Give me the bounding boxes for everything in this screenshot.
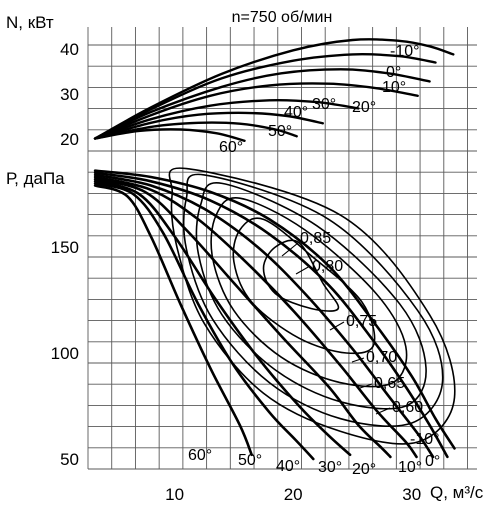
power-axis-label: N, кВт [6,13,54,32]
x-tick-label: 20 [284,485,303,504]
efficiency-label: 0,75 [346,313,377,330]
efficiency-label: 0,80 [312,258,343,275]
chart-labels: 10 20 3020304050100150-10°0°10°20°30°40°50… [51,40,441,504]
x-tick-label: 10 [165,485,184,504]
pressure-curve-label: 20° [352,461,376,478]
pressure-curve-30 [93,177,392,459]
power-tick-label: 40 [60,40,79,59]
power-curve-label: 60° [219,139,243,156]
efficiency-leader-line [281,242,299,257]
efficiency-label: 0,65 [374,375,405,392]
power-curve-label: 10° [382,79,406,96]
power-tick-label: 20 [60,130,79,149]
chart-title: n=750 об/мин [232,9,333,26]
pressure-curve-label: 60° [188,447,212,464]
pressure-curve-60 [93,184,253,457]
pressure-curve-label: 0° [425,453,440,470]
pressure-curve-40 [93,180,352,457]
power-curve-50 [93,121,298,140]
power-curve-label: 0° [386,64,401,81]
efficiency-contour-0-70 [195,182,427,410]
efficiency-leader-line [375,407,391,415]
pressure-curve-label: 30° [318,459,342,476]
efficiency-contour-0-65 [182,173,444,427]
efficiency-label: 0,60 [392,399,423,416]
efficiency-leader-line [329,321,345,331]
efficiency-leader-line [295,265,311,275]
pressure-curve-label: 50° [238,452,262,469]
power-curve-20 [93,82,419,140]
power-curve-60 [93,128,246,142]
chart-grid [87,27,477,470]
x-axis-label: Q, м³/с [430,483,484,502]
pressure-curve-50 [93,182,315,461]
efficiency-contour-0-75 [210,197,408,388]
efficiency-contour-0-60 [168,167,456,445]
pressure-tick-label: 100 [51,344,79,363]
chart-curves [93,38,456,461]
efficiency-leader-line [359,383,373,389]
power-curve-label: 50° [268,123,292,140]
power-curve-label: 30° [312,96,336,113]
x-tick-label: 30 [402,485,421,504]
pressure-curve-label: 40° [276,458,300,475]
efficiency-leader-line [351,357,365,363]
power-curve-label: 20° [352,99,376,116]
efficiency-label: 0,70 [366,349,397,366]
power-curve-40 [93,111,324,140]
power-curve-minus10 [93,38,455,140]
efficiency-contour-0-80 [232,217,376,355]
pressure-axis-label: Р, даПа [6,169,65,188]
pressure-tick-label: 50 [60,450,79,469]
pressure-curve-minus10 [93,169,456,450]
pressure-curve-10 [93,173,435,459]
power-curve-10 [93,68,431,140]
pressure-curve-label: 10° [398,459,422,476]
pressure-curve-20 [93,175,418,459]
pressure-curve-label: -10° [410,431,440,448]
power-curve-30 [93,98,360,140]
efficiency-contour-0-85 [262,239,340,312]
pressure-tick-label: 150 [51,238,79,257]
power-tick-label: 30 [60,85,79,104]
power-curve-label: -10° [390,43,420,60]
efficiency-label: 0,85 [300,230,331,247]
power-curve-0 [93,53,437,140]
power-curve-label: 40° [284,104,308,121]
